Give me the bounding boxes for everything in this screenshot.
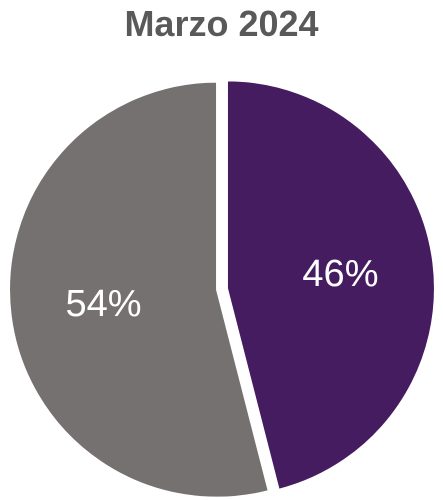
pie-slice-1 xyxy=(8,80,270,499)
chart-title: Marzo 2024 xyxy=(124,3,319,44)
slice-label-1: 54% xyxy=(66,283,142,325)
pie-slices xyxy=(8,79,436,499)
pie-labels: 46% 54% xyxy=(66,253,379,325)
pie-slice-0 xyxy=(225,79,436,492)
slice-label-0: 46% xyxy=(302,253,378,295)
